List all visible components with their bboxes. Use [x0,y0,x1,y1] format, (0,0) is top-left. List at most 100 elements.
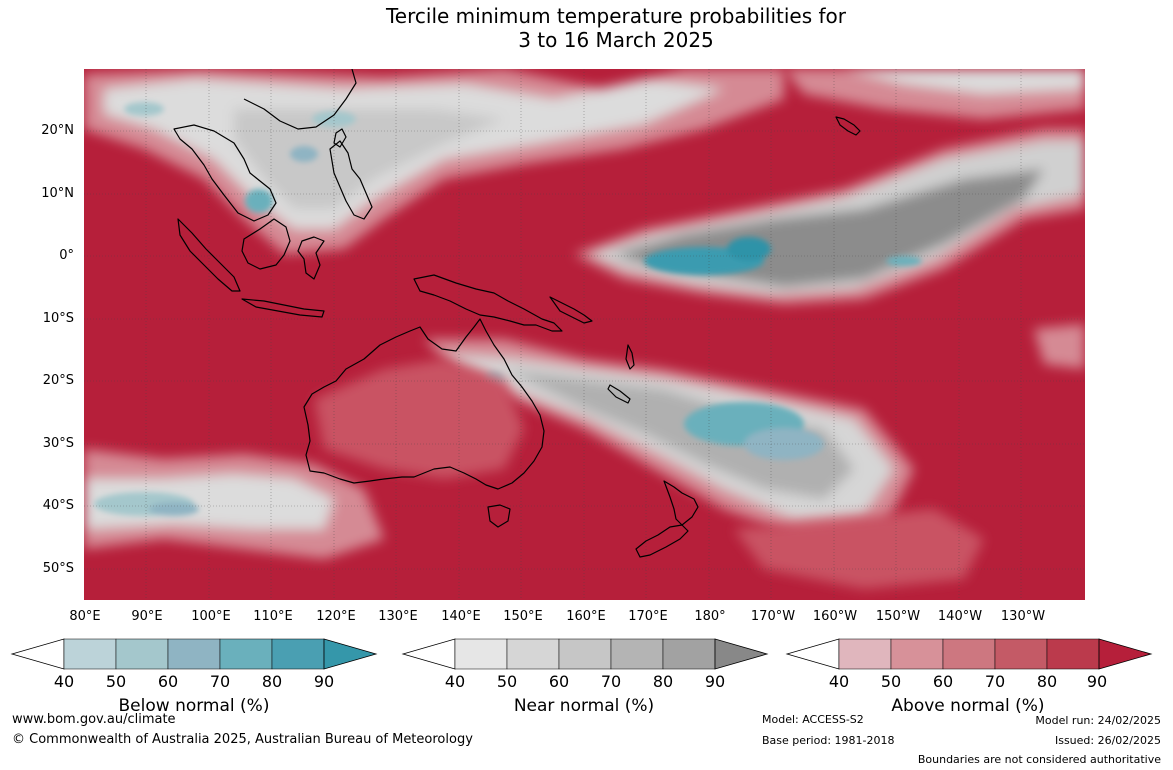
near-tick-90: 90 [704,672,726,691]
below-tick-40: 40 [53,672,75,691]
lon-label-150e: 150°E [503,609,543,624]
near-normal-swatch-40 [454,638,508,670]
near-normal-swatch-60 [558,638,612,670]
above-normal-low-extension [785,638,840,670]
lat-label-equator: 0° [59,248,74,263]
above-normal-high-extension [1098,638,1153,670]
lat-label-30s: 30°S [42,436,74,451]
near-normal-swatch-80 [662,638,716,670]
lon-label-100e: 100°E [191,609,231,624]
lon-label-130w: 130°W [1000,609,1046,624]
lon-label-80e: 80°E [69,609,101,624]
above-normal-swatch-70 [994,638,1048,670]
disclaimer-text: Boundaries are not considered authoritat… [917,753,1161,766]
near-tick-70: 70 [600,672,622,691]
vanuatu-coastline [625,344,635,370]
australia-interior-region [314,359,524,479]
australia-coastline [303,318,545,490]
northeast-near-normal-region [784,69,1085,119]
near-tick-40: 40 [444,672,466,691]
colorbar-near-normal [401,638,769,670]
above-tick-40: 40 [828,672,850,691]
south-near-normal-region [424,339,914,539]
coastlines [173,69,861,558]
hawaii-coastline [835,116,861,136]
above-normal-swatch-40 [838,638,892,670]
solomon-islands-coastline [549,296,593,324]
below-tick-90: 90 [313,672,335,691]
near-tick-60: 60 [548,672,570,691]
borneo-coastline [241,218,291,270]
below-normal-swatch-80 [271,638,325,670]
map-title: Tercile minimum temperature probabilitie… [0,4,1173,52]
below-normal-high-extension [323,638,378,670]
below-normal-swatch-40 [63,638,117,670]
near-tick-50: 50 [496,672,518,691]
new-guinea-coastline [413,274,563,332]
graticule [84,69,1085,600]
lon-label-160e: 160°E [566,609,606,624]
lat-label-20n: 20°N [41,123,74,138]
lat-label-40s: 40°S [42,498,74,513]
equatorial-below-normal-region [644,237,922,275]
tasmania-coastline [487,504,511,528]
below-tick-70: 70 [209,672,231,691]
china-coastline [243,69,357,130]
lon-label-160w: 160°W [812,609,858,624]
below-tick-60: 60 [157,672,179,691]
lon-label-180: 180° [694,609,726,624]
issued-text: Issued: 26/02/2025 [1054,734,1161,747]
below-normal-swatch-70 [219,638,273,670]
lon-label-90e: 90°E [131,609,163,624]
below-normal-low-extension [10,638,65,670]
near-normal-title: Near normal (%) [513,696,655,716]
lon-label-170w: 170°W [750,609,796,624]
lat-label-20s: 20°S [42,373,74,388]
above-normal-swatch-60 [942,638,996,670]
near-normal-low-extension [401,638,456,670]
below-normal-swatch-50 [115,638,169,670]
above-tick-50: 50 [880,672,902,691]
new-zealand-north-coastline [663,480,699,526]
probability-map [84,69,1085,600]
near-normal-swatch-50 [506,638,560,670]
sulawesi-coastline [297,236,325,280]
above-normal-title: Above normal (%) [891,696,1045,716]
lon-label-120e: 120°E [316,609,356,624]
lon-label-170e: 170°E [628,609,668,624]
lat-label-50s: 50°S [42,561,74,576]
website-link[interactable]: www.bom.gov.au/climate [12,712,176,727]
lon-label-140w: 140°W [937,609,983,624]
lat-label-10n: 10°N [41,186,74,201]
above-normal-swatch-80 [1046,638,1100,670]
below-tick-80: 80 [261,672,283,691]
new-zealand-south-coastline [635,524,689,558]
above-tick-60: 60 [932,672,954,691]
above-normal-swatch-50 [890,638,944,670]
copyright-text: © Commonwealth of Australia 2025, Austra… [12,732,473,747]
below-normal-title: Below normal (%) [118,696,270,716]
new-caledonia-coastline [607,384,631,404]
lat-label-10s: 10°S [42,311,74,326]
near-normal-swatch-70 [610,638,664,670]
base-period-text: Base period: 1981-2018 [762,734,895,747]
lon-label-130e: 130°E [378,609,418,624]
title-line-2: 3 to 16 March 2025 [518,28,714,52]
above-tick-70: 70 [984,672,1006,691]
colorbar-above-normal [785,638,1153,670]
southwest-below-normal-patches [94,492,199,516]
philippines-coastline [329,140,373,220]
above-tick-80: 80 [1036,672,1058,691]
sumatra-coastline [177,218,241,292]
north-below-normal-patches [124,102,356,213]
java-coastline [241,298,325,318]
lon-label-140e: 140°E [441,609,481,624]
lon-label-150w: 150°W [875,609,921,624]
model-text: Model: ACCESS-S2 [762,713,864,726]
near-normal-high-extension [714,638,769,670]
below-tick-50: 50 [105,672,127,691]
taiwan-coastline [333,128,347,148]
colorbar-below-normal [10,638,378,670]
lon-label-110e: 110°E [253,609,293,624]
near-tick-80: 80 [652,672,674,691]
